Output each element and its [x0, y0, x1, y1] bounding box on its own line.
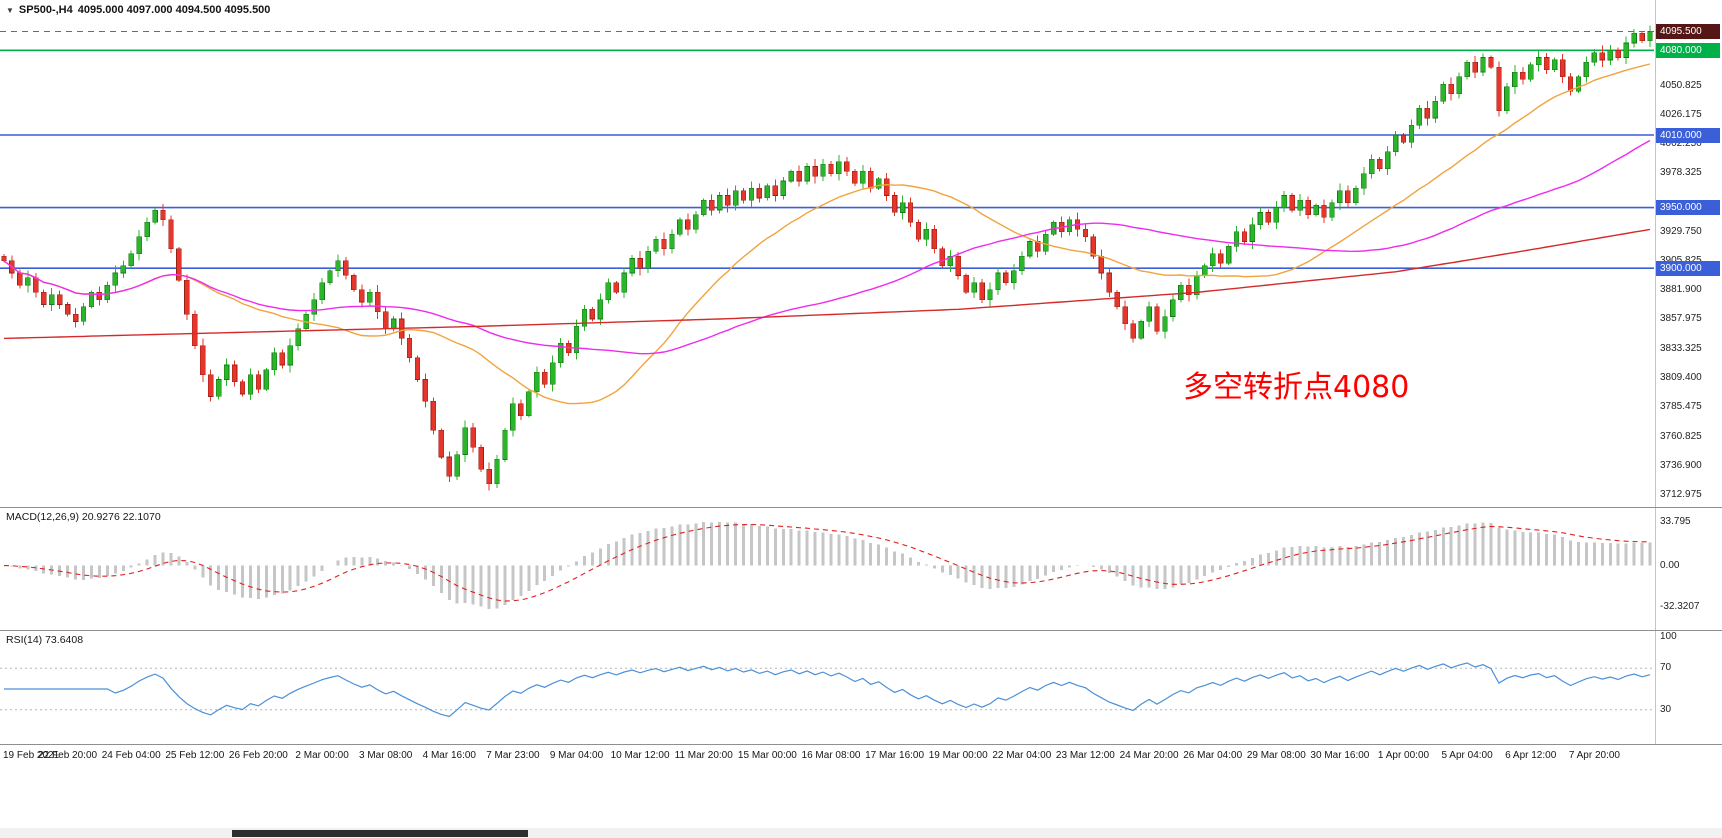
- chart-title: ▼ SP500-,H4 4095.000 4097.000 4094.500 4…: [6, 4, 270, 16]
- price-axis-label: 3881.900: [1660, 284, 1702, 296]
- price-axis-label: 3712.975: [1660, 488, 1702, 500]
- time-axis-label: 30 Mar 16:00: [1310, 750, 1370, 761]
- price-axis-label: 4026.175: [1660, 109, 1702, 121]
- price-axis-label: 3785.475: [1660, 400, 1702, 412]
- symbol-dropdown-icon[interactable]: ▼: [6, 5, 14, 15]
- price-tag-4095.500: 4095.500: [1656, 24, 1720, 39]
- price-axis-label: 3736.900: [1660, 459, 1702, 471]
- time-axis-label: 26 Feb 20:00: [228, 750, 288, 761]
- price-axis-label: 3905.825: [1660, 255, 1702, 266]
- price-axis-label: 4050.825: [1660, 79, 1702, 91]
- h-scrollbar[interactable]: [0, 828, 1722, 838]
- time-axis[interactable]: 19 Feb 2021 22 Feb 20:00 24 Feb 04:00 25 Fe…: [0, 744, 1722, 768]
- macd-axis-label: 33.795: [1660, 516, 1691, 527]
- symbol-period-label: SP500-,H4: [18, 4, 73, 16]
- price-axis-label: 3833.325: [1660, 342, 1702, 354]
- annotation-text: 多空转折点4080: [1183, 370, 1410, 405]
- rsi-canvas[interactable]: [0, 631, 1722, 744]
- macd-panel: MACD(12,26,9) 20.9276 22.1070 33.795 0.00…: [0, 507, 1722, 630]
- rsi-axis-label: 70: [1660, 662, 1672, 674]
- price-axis-label: 4002.250: [1660, 138, 1702, 150]
- macd-signal-line: [3, 523, 1651, 602]
- time-axis-label: 23 Mar 12:00: [1055, 750, 1115, 761]
- rsi-line: [4, 662, 1651, 718]
- time-axis-label: 19 Feb 2021: [3, 750, 60, 761]
- time-axis-label: 7 Apr 20:00: [1568, 750, 1620, 761]
- price-axis-label: 3760.825: [1660, 430, 1702, 442]
- rsi-axis-label: 100: [1660, 631, 1677, 642]
- time-axis-label: 9 Mar 04:00: [549, 750, 604, 761]
- time-axis-label: 6 Apr 12:00: [1505, 750, 1557, 761]
- time-axis-label: 10 Mar 12:00: [610, 750, 670, 761]
- price-panel: 4074.9754050.8254026.1754002.2503978.325…: [0, 0, 1722, 507]
- macd-label: MACD(12,26,9) 20.9276 22.1070: [6, 511, 161, 523]
- time-axis-label: 15 Mar 00:00: [737, 750, 797, 761]
- price-tag-4080.000: 4080.000: [1656, 42, 1720, 58]
- price-axis-label: 3857.975: [1660, 313, 1702, 324]
- time-axis-label: 4 Mar 16:00: [422, 750, 476, 761]
- h-scrollbar-thumb[interactable]: [232, 830, 528, 837]
- price-axis-label: 3929.750: [1660, 226, 1702, 238]
- ma-medium-line: [3, 139, 1651, 355]
- time-axis-label: 26 Mar 04:00: [1183, 750, 1243, 761]
- time-axis-label: 2 Mar 00:00: [295, 750, 349, 761]
- price-tag-3900.000: 3900.000: [1656, 260, 1720, 276]
- time-axis-label: 19 Mar 00:00: [928, 750, 988, 761]
- ohlc-values: 4095.000 4097.000 4094.500 4095.500: [77, 4, 271, 16]
- macd-canvas[interactable]: [0, 508, 1722, 630]
- rsi-label: RSI(14) 73.6408: [6, 634, 84, 646]
- time-axis-label: 22 Mar 04:00: [992, 750, 1052, 761]
- price-axis-label: 3978.325: [1660, 167, 1702, 179]
- price-chart-canvas[interactable]: [0, 0, 1722, 507]
- rsi-panel: RSI(14) 73.6408 100 70 30: [0, 630, 1722, 744]
- time-axis-label: 22 Feb 20:00: [38, 750, 98, 761]
- bottom-strip: [0, 768, 1722, 838]
- time-axis-label: 11 Mar 20:00: [674, 750, 733, 761]
- macd-axis-label: -32.3207: [1660, 601, 1700, 613]
- time-axis-label: 29 Mar 08:00: [1246, 750, 1306, 761]
- time-axis-label: 16 Mar 08:00: [801, 750, 861, 761]
- macd-axis-label: 0.00: [1660, 559, 1680, 571]
- ma-fast-line: [3, 63, 1651, 405]
- price-tag-3950.000: 3950.000: [1656, 200, 1720, 216]
- price-tag-4010.000: 4010.000: [1656, 127, 1720, 143]
- time-axis-label: 25 Feb 12:00: [165, 750, 225, 761]
- time-axis-label: 24 Feb 04:00: [101, 750, 161, 761]
- time-axis-label: 5 Apr 04:00: [1441, 750, 1493, 761]
- time-axis-label: 24 Mar 20:00: [1119, 750, 1179, 761]
- rsi-axis-label: 30: [1660, 703, 1672, 715]
- time-axis-label: 7 Mar 23:00: [486, 750, 540, 761]
- price-axis-label: 3809.400: [1660, 371, 1702, 383]
- time-axis-label: 1 Apr 00:00: [1377, 750, 1430, 761]
- time-axis-label: 17 Mar 16:00: [865, 750, 925, 761]
- time-axis-label: 3 Mar 08:00: [359, 750, 413, 761]
- ma-slow-line: [3, 228, 1651, 340]
